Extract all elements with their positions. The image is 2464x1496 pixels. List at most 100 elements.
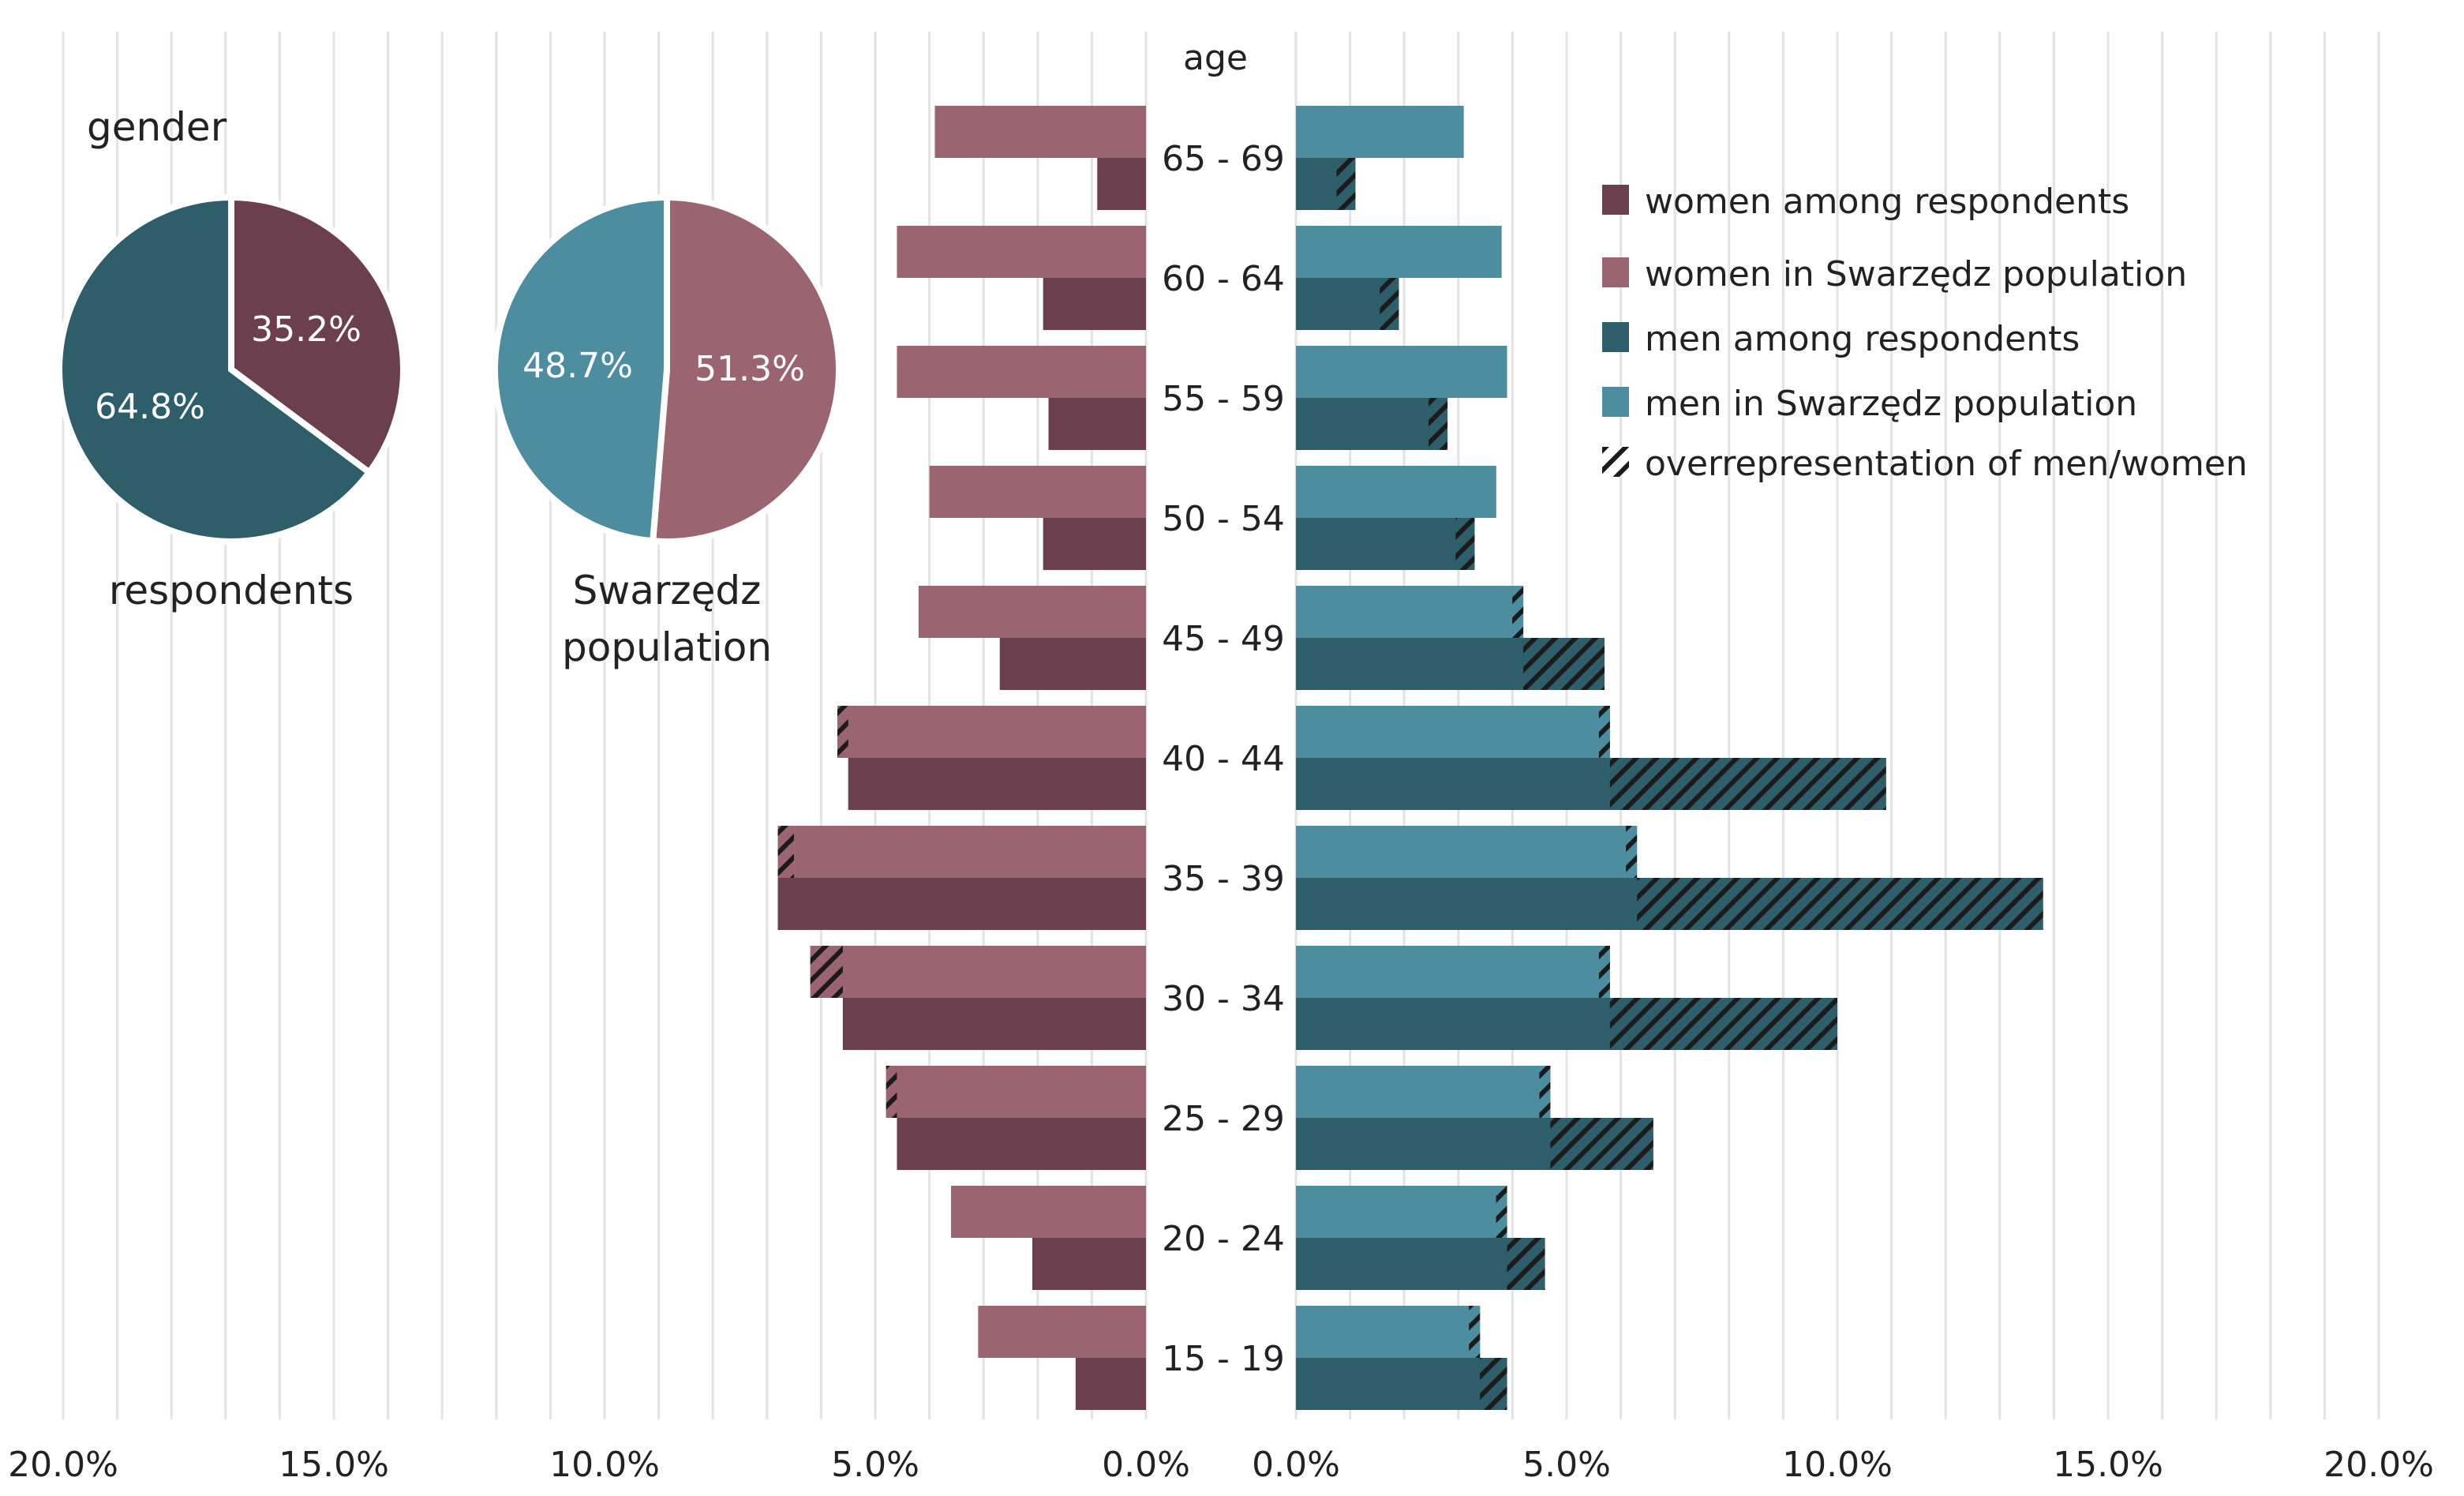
bars (777, 106, 2043, 1410)
bar-women-respondents (999, 638, 1146, 690)
bar-men-population (1296, 466, 1496, 518)
x-tick-label-right: 10.0% (1782, 1445, 1893, 1485)
hatch-men-population-end (1469, 1306, 1481, 1358)
bar-women-population (794, 826, 1146, 878)
bar-men-respondents (1296, 1238, 1545, 1290)
bar-women-population (897, 226, 1146, 278)
bar-men-respondents (1296, 1358, 1507, 1410)
bar-women-respondents (1043, 278, 1146, 330)
bar-men-population (1296, 106, 1464, 158)
hatch-men-overrepresentation (1523, 638, 1605, 690)
legend-swatch (1602, 387, 1629, 417)
bar-women-respondents (848, 758, 1146, 810)
bar-women-respondents (1043, 518, 1146, 570)
bar-women-respondents (897, 1118, 1146, 1170)
hatch-women-overrepresentation (886, 1066, 897, 1118)
bar-women-population (978, 1306, 1146, 1358)
legend-label: women in Swarzędz population (1645, 254, 2187, 294)
legend-swatch (1602, 322, 1629, 352)
bar-men-population (1296, 826, 1638, 878)
gender-heading: gender (87, 104, 227, 150)
legend-label: men among respondents (1645, 319, 2080, 359)
legend: women among respondents women in Swarzędz… (1602, 182, 2248, 484)
bar-men-population (1296, 586, 1524, 638)
age-label: 50 - 54 (1162, 499, 1285, 539)
bar-women-population (929, 466, 1146, 518)
age-label: 60 - 64 (1162, 259, 1285, 299)
pie-slice-men (56, 193, 374, 545)
hatch-men-population-end (1512, 586, 1524, 638)
age-label: 25 - 29 (1162, 1099, 1285, 1139)
bar-women-population (951, 1186, 1146, 1238)
age-label: 65 - 69 (1162, 139, 1285, 179)
hatch-men-population-end (1539, 1066, 1551, 1118)
bar-women-respondents (777, 878, 1146, 930)
pie-value-label: 48.7% (522, 346, 633, 386)
hatch-men-population-end (1598, 946, 1610, 998)
bar-women-population (897, 346, 1146, 398)
pie-title: population (562, 624, 772, 670)
age-label: 15 - 19 (1162, 1339, 1285, 1379)
pie-title: Swarzędz (573, 568, 762, 613)
age-axis-title: age (1183, 38, 1248, 78)
bar-men-population (1296, 1066, 1551, 1118)
x-tick-label-right: 15.0% (2053, 1445, 2163, 1485)
hatch-men-overrepresentation (1480, 1358, 1507, 1410)
bar-women-respondents (842, 998, 1146, 1050)
bar-women-population (810, 946, 1146, 998)
pie-slice-women (649, 193, 842, 545)
legend-swatch (1602, 257, 1629, 287)
bar-men-population (1296, 1186, 1507, 1238)
legend-label: overrepresentation of men/women (1645, 444, 2248, 484)
legend-label: women among respondents (1645, 182, 2129, 222)
hatch-men-overrepresentation (1429, 398, 1448, 450)
legend-label: men in Swarzędz population (1645, 384, 2137, 424)
bar-men-population (1296, 706, 1610, 758)
pie-slice-women (228, 193, 406, 477)
hatch-men-overrepresentation (1336, 158, 1356, 210)
bar-women-respondents (1075, 1358, 1146, 1410)
bar-men-population (1296, 946, 1610, 998)
x-tick-label-right: 0.0% (1252, 1445, 1340, 1485)
x-tick-label-left: 20.0% (8, 1445, 118, 1485)
hatch-men-overrepresentation (1609, 998, 1837, 1050)
hatch-women-overrepresentation (777, 826, 795, 878)
x-tick-label-left: 10.0% (549, 1445, 660, 1485)
hatch-men-population-end (1496, 1186, 1507, 1238)
x-tick-label-left: 0.0% (1102, 1445, 1190, 1485)
x-tick-label-left: 15.0% (279, 1445, 389, 1485)
hatch-men-population-end (1598, 706, 1610, 758)
bar-men-population (1296, 1306, 1481, 1358)
hatch-men-overrepresentation (1455, 518, 1475, 570)
age-label: 20 - 24 (1162, 1219, 1285, 1259)
bar-women-respondents (1097, 158, 1146, 210)
pie-value-label: 51.3% (695, 349, 805, 389)
bar-men-respondents (1296, 518, 1475, 570)
bar-women-population (934, 106, 1146, 158)
gridlines (62, 32, 2380, 1419)
x-tick-label-right: 20.0% (2324, 1445, 2434, 1485)
bar-women-respondents (1048, 398, 1146, 450)
hatch-men-population-end (1626, 826, 1638, 878)
x-tick-label-right: 5.0% (1522, 1445, 1611, 1485)
age-label: 45 - 49 (1162, 619, 1285, 659)
pie-value-label: 64.8% (95, 387, 205, 427)
bar-men-population (1296, 226, 1502, 278)
bar-women-population (918, 586, 1146, 638)
hatch-men-overrepresentation (1550, 1118, 1653, 1170)
hatch-men-overrepresentation (1380, 278, 1399, 330)
hatch-men-overrepresentation (1609, 758, 1886, 810)
age-label: 55 - 59 (1162, 379, 1285, 419)
pie-title: respondents (109, 568, 354, 613)
bar-women-population (837, 706, 1146, 758)
legend-swatch (1602, 447, 1629, 477)
age-labels: 15 - 19 20 - 24 25 - 29 30 - 34 35 - 39 40 - … (1162, 139, 1285, 1379)
x-axis-ticks: 20.0% 15.0% 10.0% 5.0% 0.0% 0.0% 5.0% 10.0% 15.0… (8, 1445, 2434, 1485)
pie-value-label: 35.2% (251, 309, 361, 350)
hatch-women-overrepresentation (837, 706, 848, 758)
bar-women-respondents (1032, 1238, 1146, 1290)
bar-women-population (886, 1066, 1146, 1118)
bar-men-respondents (1296, 398, 1448, 450)
hatch-men-overrepresentation (1507, 1238, 1545, 1290)
